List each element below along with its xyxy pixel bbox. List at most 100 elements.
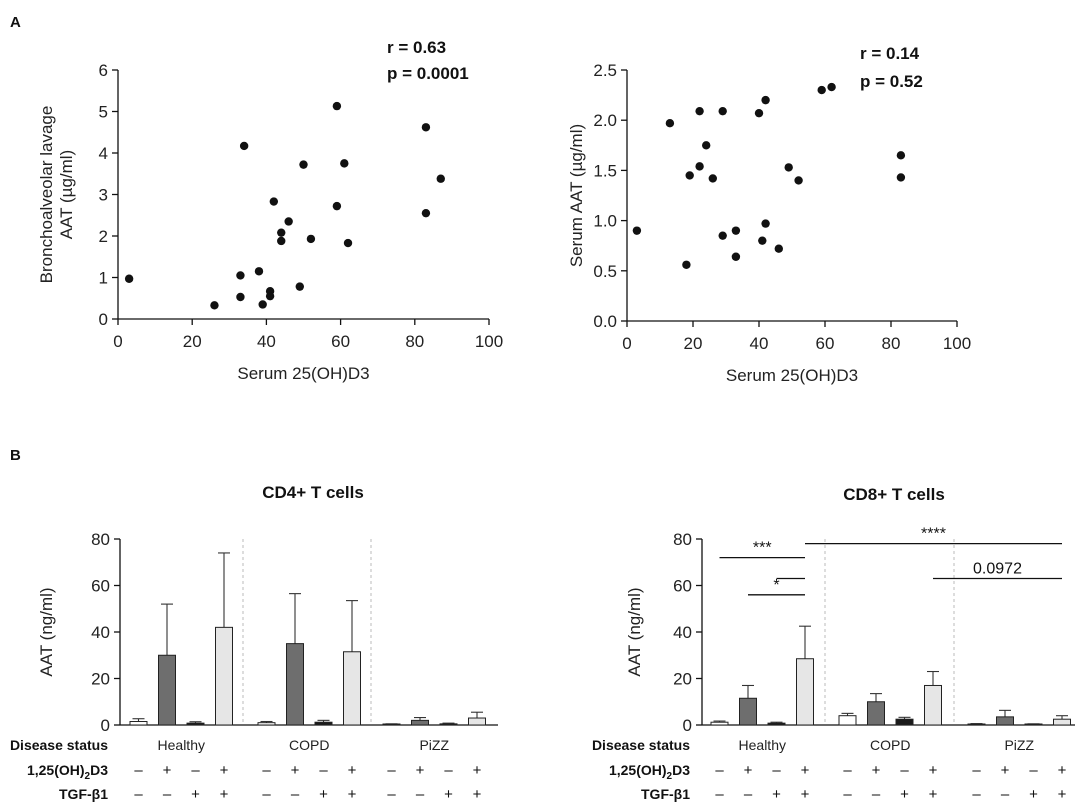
y-axis-label: Serum AAT (µg/ml) bbox=[567, 124, 586, 267]
group-label: Healthy bbox=[739, 737, 786, 753]
x-tick-label: 0 bbox=[113, 332, 122, 351]
treatment-sign: – bbox=[1029, 762, 1038, 779]
p-value: p = 0.0001 bbox=[387, 64, 469, 83]
data-point bbox=[332, 101, 342, 111]
data-point bbox=[124, 274, 134, 283]
data-point bbox=[632, 226, 642, 235]
data-point bbox=[343, 238, 353, 248]
bar bbox=[996, 716, 1014, 726]
y-tick-label: 2 bbox=[99, 227, 108, 246]
bar bbox=[439, 723, 458, 726]
x-tick-label: 40 bbox=[257, 332, 276, 351]
x-tick-label: 80 bbox=[405, 332, 424, 351]
bar bbox=[739, 697, 757, 726]
y-tick-label: 1.5 bbox=[593, 161, 617, 180]
row-label-disease-status: Disease status bbox=[592, 737, 690, 753]
treatment-sign: + bbox=[319, 786, 328, 803]
data-point bbox=[695, 106, 704, 116]
treatment-sign: + bbox=[348, 762, 357, 779]
treatment-sign: + bbox=[801, 786, 810, 803]
treatment-sign: – bbox=[134, 786, 143, 803]
treatment-sign: – bbox=[262, 786, 271, 803]
group-label: COPD bbox=[289, 737, 329, 753]
data-point bbox=[784, 163, 793, 172]
x-tick-label: 20 bbox=[684, 334, 703, 353]
data-point bbox=[695, 162, 704, 171]
data-point bbox=[269, 197, 279, 206]
y-tick-label: 1 bbox=[99, 269, 108, 288]
significance-label: * bbox=[773, 577, 779, 594]
bar bbox=[867, 701, 885, 726]
treatment-sign: – bbox=[715, 786, 724, 803]
data-point bbox=[708, 174, 717, 183]
treatment-sign: + bbox=[1029, 786, 1038, 803]
bar bbox=[767, 722, 786, 726]
data-point bbox=[421, 208, 431, 218]
group-label: COPD bbox=[870, 737, 910, 753]
treatment-sign: – bbox=[291, 786, 300, 803]
treatment-sign: + bbox=[473, 762, 482, 779]
data-point bbox=[758, 236, 767, 245]
y-tick-label: 0.0 bbox=[593, 312, 617, 331]
y-tick-label: 2.5 bbox=[593, 61, 617, 80]
y-tick-label: 40 bbox=[91, 623, 110, 642]
y-tick-label: 3 bbox=[99, 186, 108, 205]
data-point bbox=[210, 301, 219, 310]
y-tick-label: 20 bbox=[673, 670, 692, 689]
data-point bbox=[794, 176, 803, 185]
panel-b-label: B bbox=[10, 447, 21, 464]
data-point bbox=[896, 151, 906, 160]
treatment-sign: + bbox=[220, 762, 229, 779]
y-tick-label: 0 bbox=[683, 716, 692, 735]
x-tick-label: 60 bbox=[331, 332, 350, 351]
bar bbox=[967, 723, 986, 726]
bar bbox=[895, 718, 914, 726]
bar bbox=[710, 721, 729, 726]
x-tick-label: 40 bbox=[750, 334, 769, 353]
data-point bbox=[436, 174, 445, 183]
x-tick-label: 0 bbox=[622, 334, 631, 353]
data-point bbox=[827, 82, 836, 92]
treatment-sign: + bbox=[929, 786, 938, 803]
treatment-sign: + bbox=[348, 786, 357, 803]
data-point bbox=[774, 244, 783, 253]
treatment-sign: + bbox=[416, 762, 425, 779]
treatment-sign: + bbox=[900, 786, 909, 803]
bar bbox=[343, 651, 361, 726]
treatment-sign: + bbox=[220, 786, 229, 803]
correlation-r: r = 0.14 bbox=[860, 44, 920, 63]
scatter-chart-bal-aat: 0 20 40 60 80 100 0 1 2 3 4 5 6 Serum 25(OH)D3 Broncho… bbox=[37, 38, 503, 383]
y-tick-label: 20 bbox=[91, 670, 110, 689]
data-point bbox=[702, 141, 711, 150]
treatment-sign: – bbox=[262, 762, 271, 779]
x-tick-label: 100 bbox=[943, 334, 971, 353]
treatment-sign: – bbox=[319, 762, 328, 779]
data-point bbox=[761, 95, 770, 105]
treatment-sign: – bbox=[444, 762, 453, 779]
data-point bbox=[731, 252, 741, 261]
data-point bbox=[685, 171, 694, 180]
treatment-sign: – bbox=[872, 786, 881, 803]
y-tick-label: 60 bbox=[673, 577, 692, 596]
significance-label: *** bbox=[753, 540, 772, 557]
row-label-vitamin-d: 1,25(OH)2D3 bbox=[27, 762, 108, 782]
treatment-sign: – bbox=[387, 762, 396, 779]
bar-chart-cd4: CD4+ T cells 0 20 40 60 80 AAT (ng/ml) Disease … bbox=[10, 483, 498, 803]
bar bbox=[1053, 718, 1071, 726]
data-point bbox=[277, 236, 286, 246]
bar bbox=[314, 721, 333, 726]
data-point bbox=[332, 201, 342, 211]
data-point bbox=[258, 300, 267, 309]
bar bbox=[257, 722, 276, 726]
correlation-r: r = 0.63 bbox=[387, 38, 446, 57]
treatment-sign: + bbox=[473, 786, 482, 803]
data-point bbox=[295, 282, 304, 291]
y-axis-label: AAT (ng/ml) bbox=[625, 587, 644, 676]
y-tick-label: 4 bbox=[99, 144, 108, 163]
bar bbox=[468, 717, 486, 726]
significance-label: **** bbox=[921, 526, 946, 543]
y-tick-label: 80 bbox=[673, 530, 692, 549]
treatment-sign: – bbox=[772, 762, 781, 779]
treatment-sign: + bbox=[1001, 762, 1010, 779]
group-label: Healthy bbox=[158, 737, 205, 753]
